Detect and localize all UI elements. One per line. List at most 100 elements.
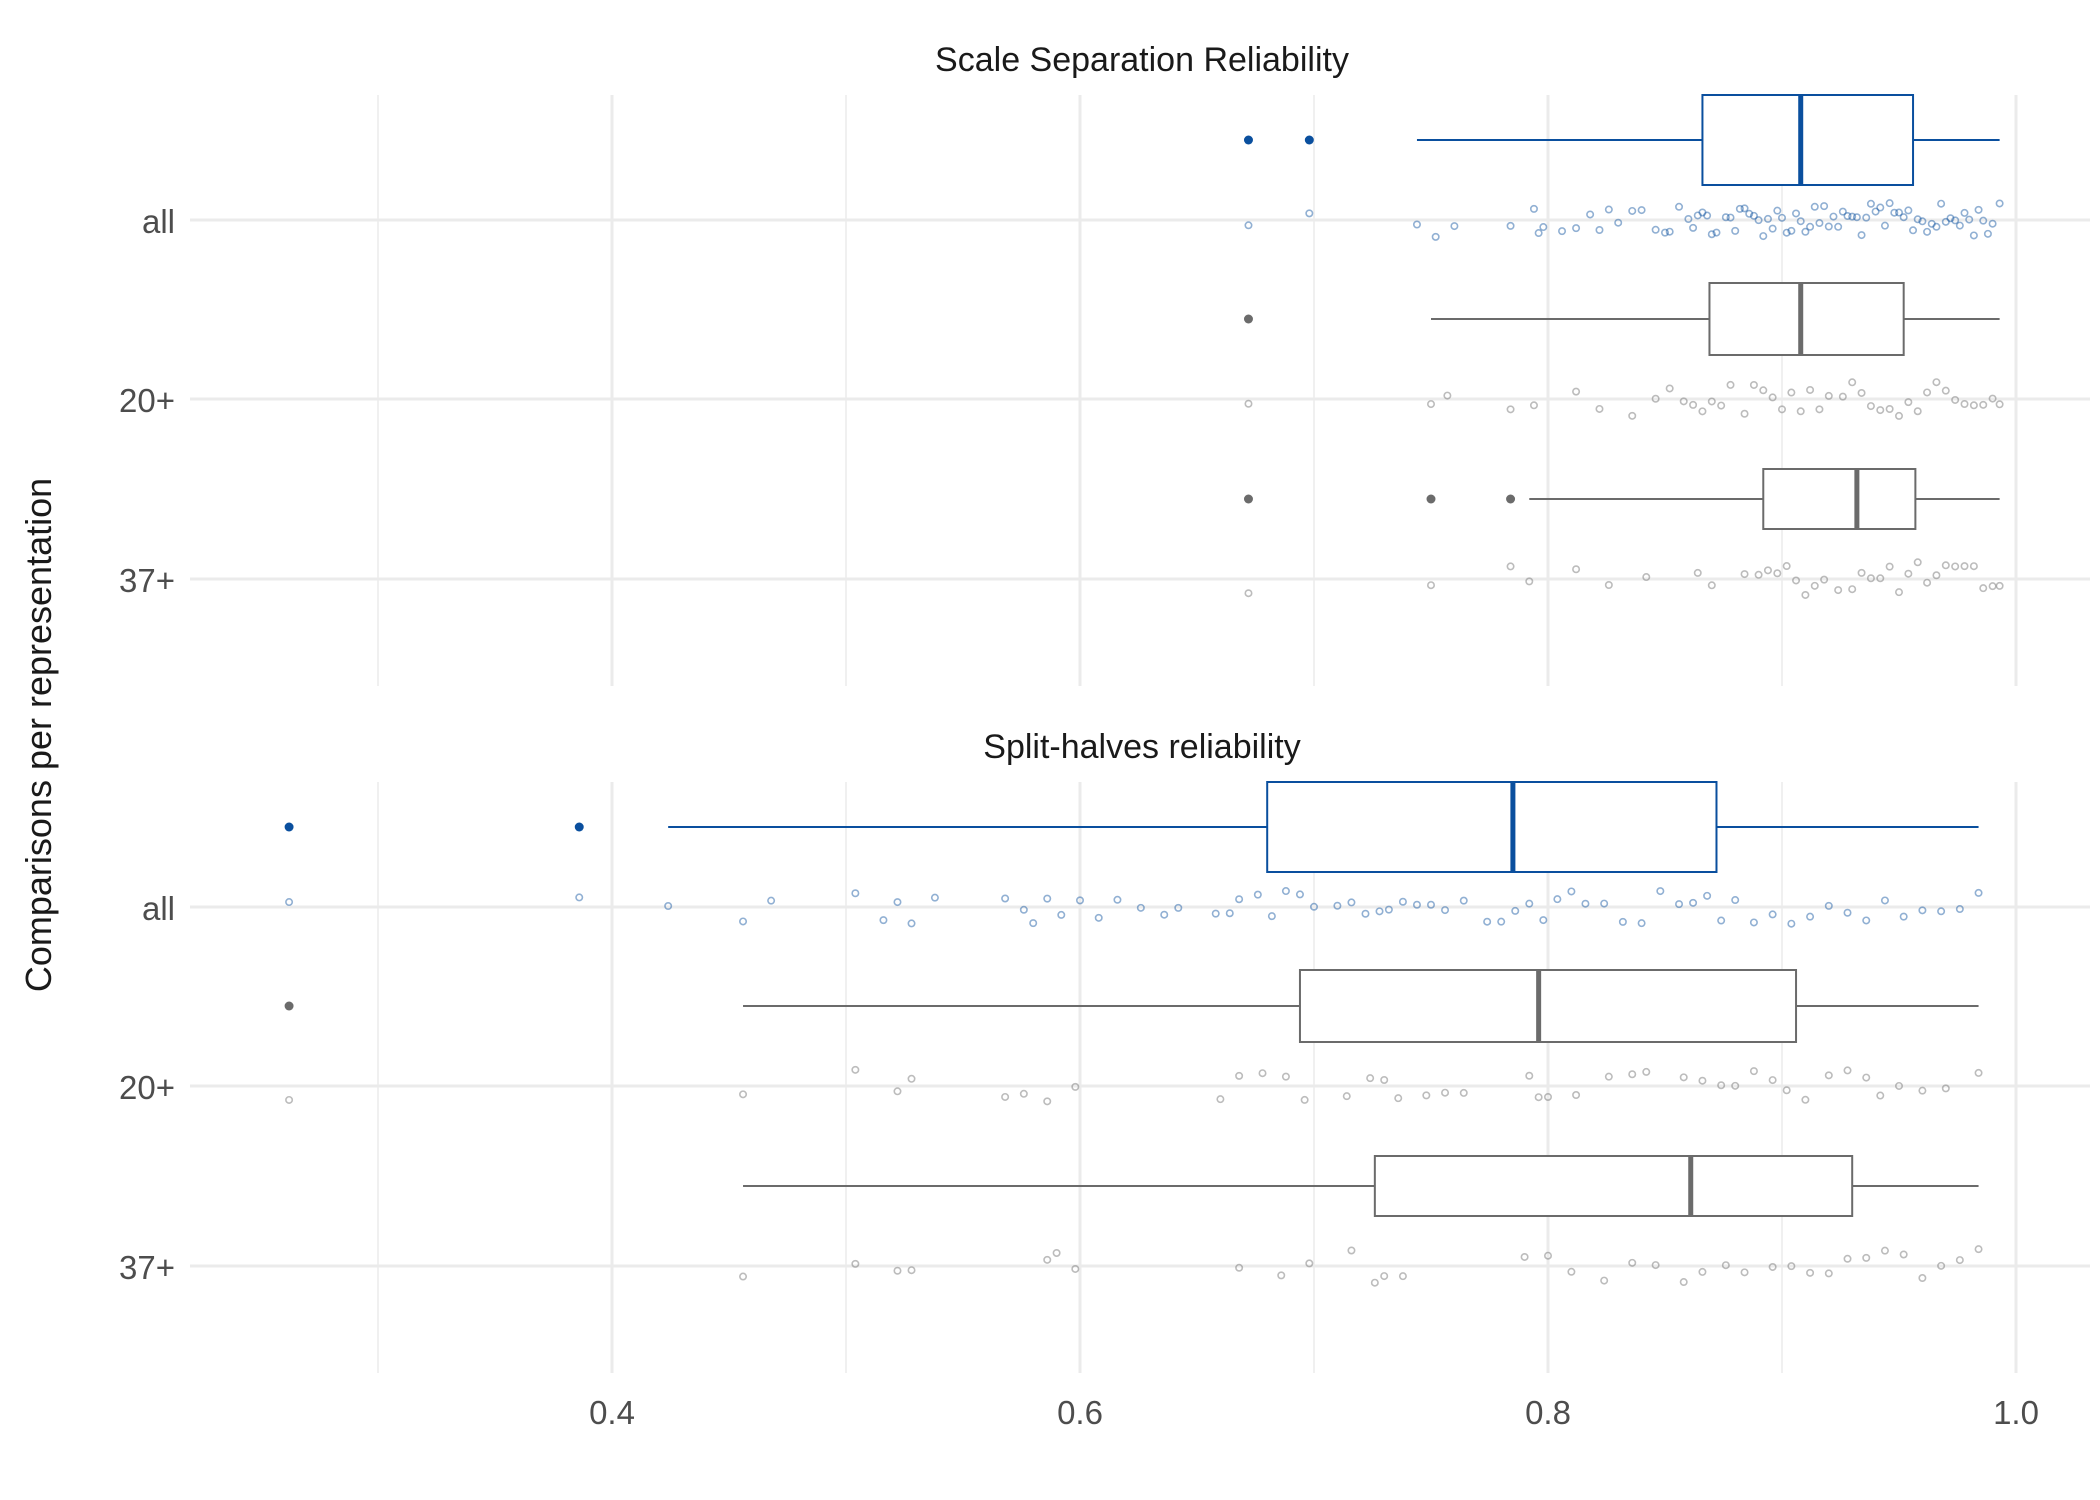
jitter-point	[1885, 562, 1894, 571]
jitter-point	[1628, 206, 1637, 215]
jitter-point	[1801, 227, 1810, 236]
jitter-point	[1506, 562, 1515, 571]
jitter-point	[1717, 1081, 1726, 1090]
jitter-point	[1754, 216, 1763, 225]
jitter-point	[1380, 1075, 1389, 1084]
jitter-point	[907, 1074, 916, 1083]
jitter-point	[1459, 1088, 1468, 1097]
jitter-point	[739, 917, 748, 926]
jitter-point	[664, 902, 673, 911]
jitter-point	[1918, 1086, 1927, 1095]
jitter-point	[1941, 217, 1950, 226]
jitter-point	[1834, 222, 1843, 231]
jitter-point	[1057, 910, 1066, 919]
jitter-point	[1768, 224, 1777, 233]
jitter-point	[1773, 206, 1782, 215]
outlier-point	[1243, 494, 1253, 504]
jitter-point	[1801, 590, 1810, 599]
jitter-point	[1679, 397, 1688, 406]
jitter-point	[1600, 1276, 1609, 1285]
outlier-point	[284, 822, 294, 832]
jitter-point	[1136, 903, 1145, 912]
jitter-point	[1347, 1246, 1356, 1255]
jitter-point	[1529, 204, 1538, 213]
jitter-point	[1684, 214, 1693, 223]
jitter-point	[767, 896, 776, 905]
jitter-point	[1740, 204, 1749, 213]
jitter-point	[1604, 1072, 1613, 1081]
jitter-point	[1749, 1067, 1758, 1076]
jitter-point	[1941, 386, 1950, 395]
jitter-point	[1890, 208, 1899, 217]
jitter-point	[1642, 1067, 1651, 1076]
box	[1762, 468, 1917, 530]
grid-layer	[190, 95, 2090, 1373]
y-tick-label-all-top: all	[142, 203, 175, 240]
jitter-point	[1937, 199, 1946, 208]
jitter-point	[1071, 1264, 1080, 1273]
jitter-point	[1951, 395, 1960, 404]
box	[1708, 282, 1905, 356]
jitter-point	[1525, 899, 1534, 908]
jitter-point	[1443, 391, 1452, 400]
jitter-point	[1656, 887, 1665, 896]
jitter-point	[1651, 1261, 1660, 1270]
jitter-point	[879, 916, 888, 925]
jitter-point	[893, 898, 902, 907]
jitter-point	[1895, 1081, 1904, 1090]
jitter-point	[1913, 558, 1922, 567]
jitter-point	[1838, 392, 1847, 401]
jitter-point	[1857, 568, 1866, 577]
jitter-point	[1895, 411, 1904, 420]
jitter-point	[1384, 905, 1393, 914]
outlier-point	[574, 822, 584, 832]
jitter-point	[1661, 228, 1670, 237]
jitter-point	[1076, 896, 1085, 905]
jitter-point	[1862, 1253, 1871, 1262]
jitter-point	[1824, 1071, 1833, 1080]
jitter-point	[1792, 209, 1801, 218]
jitter-point	[1848, 212, 1857, 221]
jitter-point	[1932, 378, 1941, 387]
jitter-point	[1974, 205, 1983, 214]
jitter-point	[907, 919, 916, 928]
jitter-point	[1422, 1091, 1431, 1100]
jitter-point	[893, 1087, 902, 1096]
jitter-point	[1754, 570, 1763, 579]
jitter-point	[1927, 219, 1936, 228]
jitter-point	[1703, 891, 1712, 900]
jitter-point	[1310, 902, 1319, 911]
jitter-point	[1726, 380, 1735, 389]
jitter-point	[1001, 894, 1010, 903]
jitter-point	[1792, 576, 1801, 585]
jitter-point	[1427, 400, 1436, 409]
jitter-point	[1712, 228, 1721, 237]
jitter-point	[1553, 895, 1562, 904]
jitter-point	[1749, 211, 1758, 220]
jitter-point	[1885, 199, 1894, 208]
jitter-point	[1281, 1072, 1290, 1081]
jitter-point	[1370, 1278, 1379, 1287]
jitter-point	[1506, 221, 1515, 230]
jitter-point	[1815, 405, 1824, 414]
jitter-point	[1366, 1074, 1375, 1083]
jitter-point	[1848, 585, 1857, 594]
jitter-point	[1347, 898, 1356, 907]
y-tick-label-20plus-bottom: 20+	[119, 1069, 175, 1106]
jitter-point	[1932, 222, 1941, 231]
jitter-point	[1955, 905, 1964, 914]
jitter-point	[1824, 901, 1833, 910]
jitter-point	[1979, 584, 1988, 593]
jitter-point	[1305, 209, 1314, 218]
jitter-point	[1969, 401, 1978, 410]
jitter-point	[1029, 919, 1038, 928]
jitter-point	[1829, 212, 1838, 221]
jitter-point	[1441, 1088, 1450, 1097]
jitter-point	[1862, 916, 1871, 925]
jitter-point	[1745, 209, 1754, 218]
jitter-point	[1857, 388, 1866, 397]
jitter-point	[1427, 900, 1436, 909]
jitter-point	[1427, 581, 1436, 590]
jitter-point	[1857, 231, 1866, 240]
jitter-point	[1398, 1272, 1407, 1281]
